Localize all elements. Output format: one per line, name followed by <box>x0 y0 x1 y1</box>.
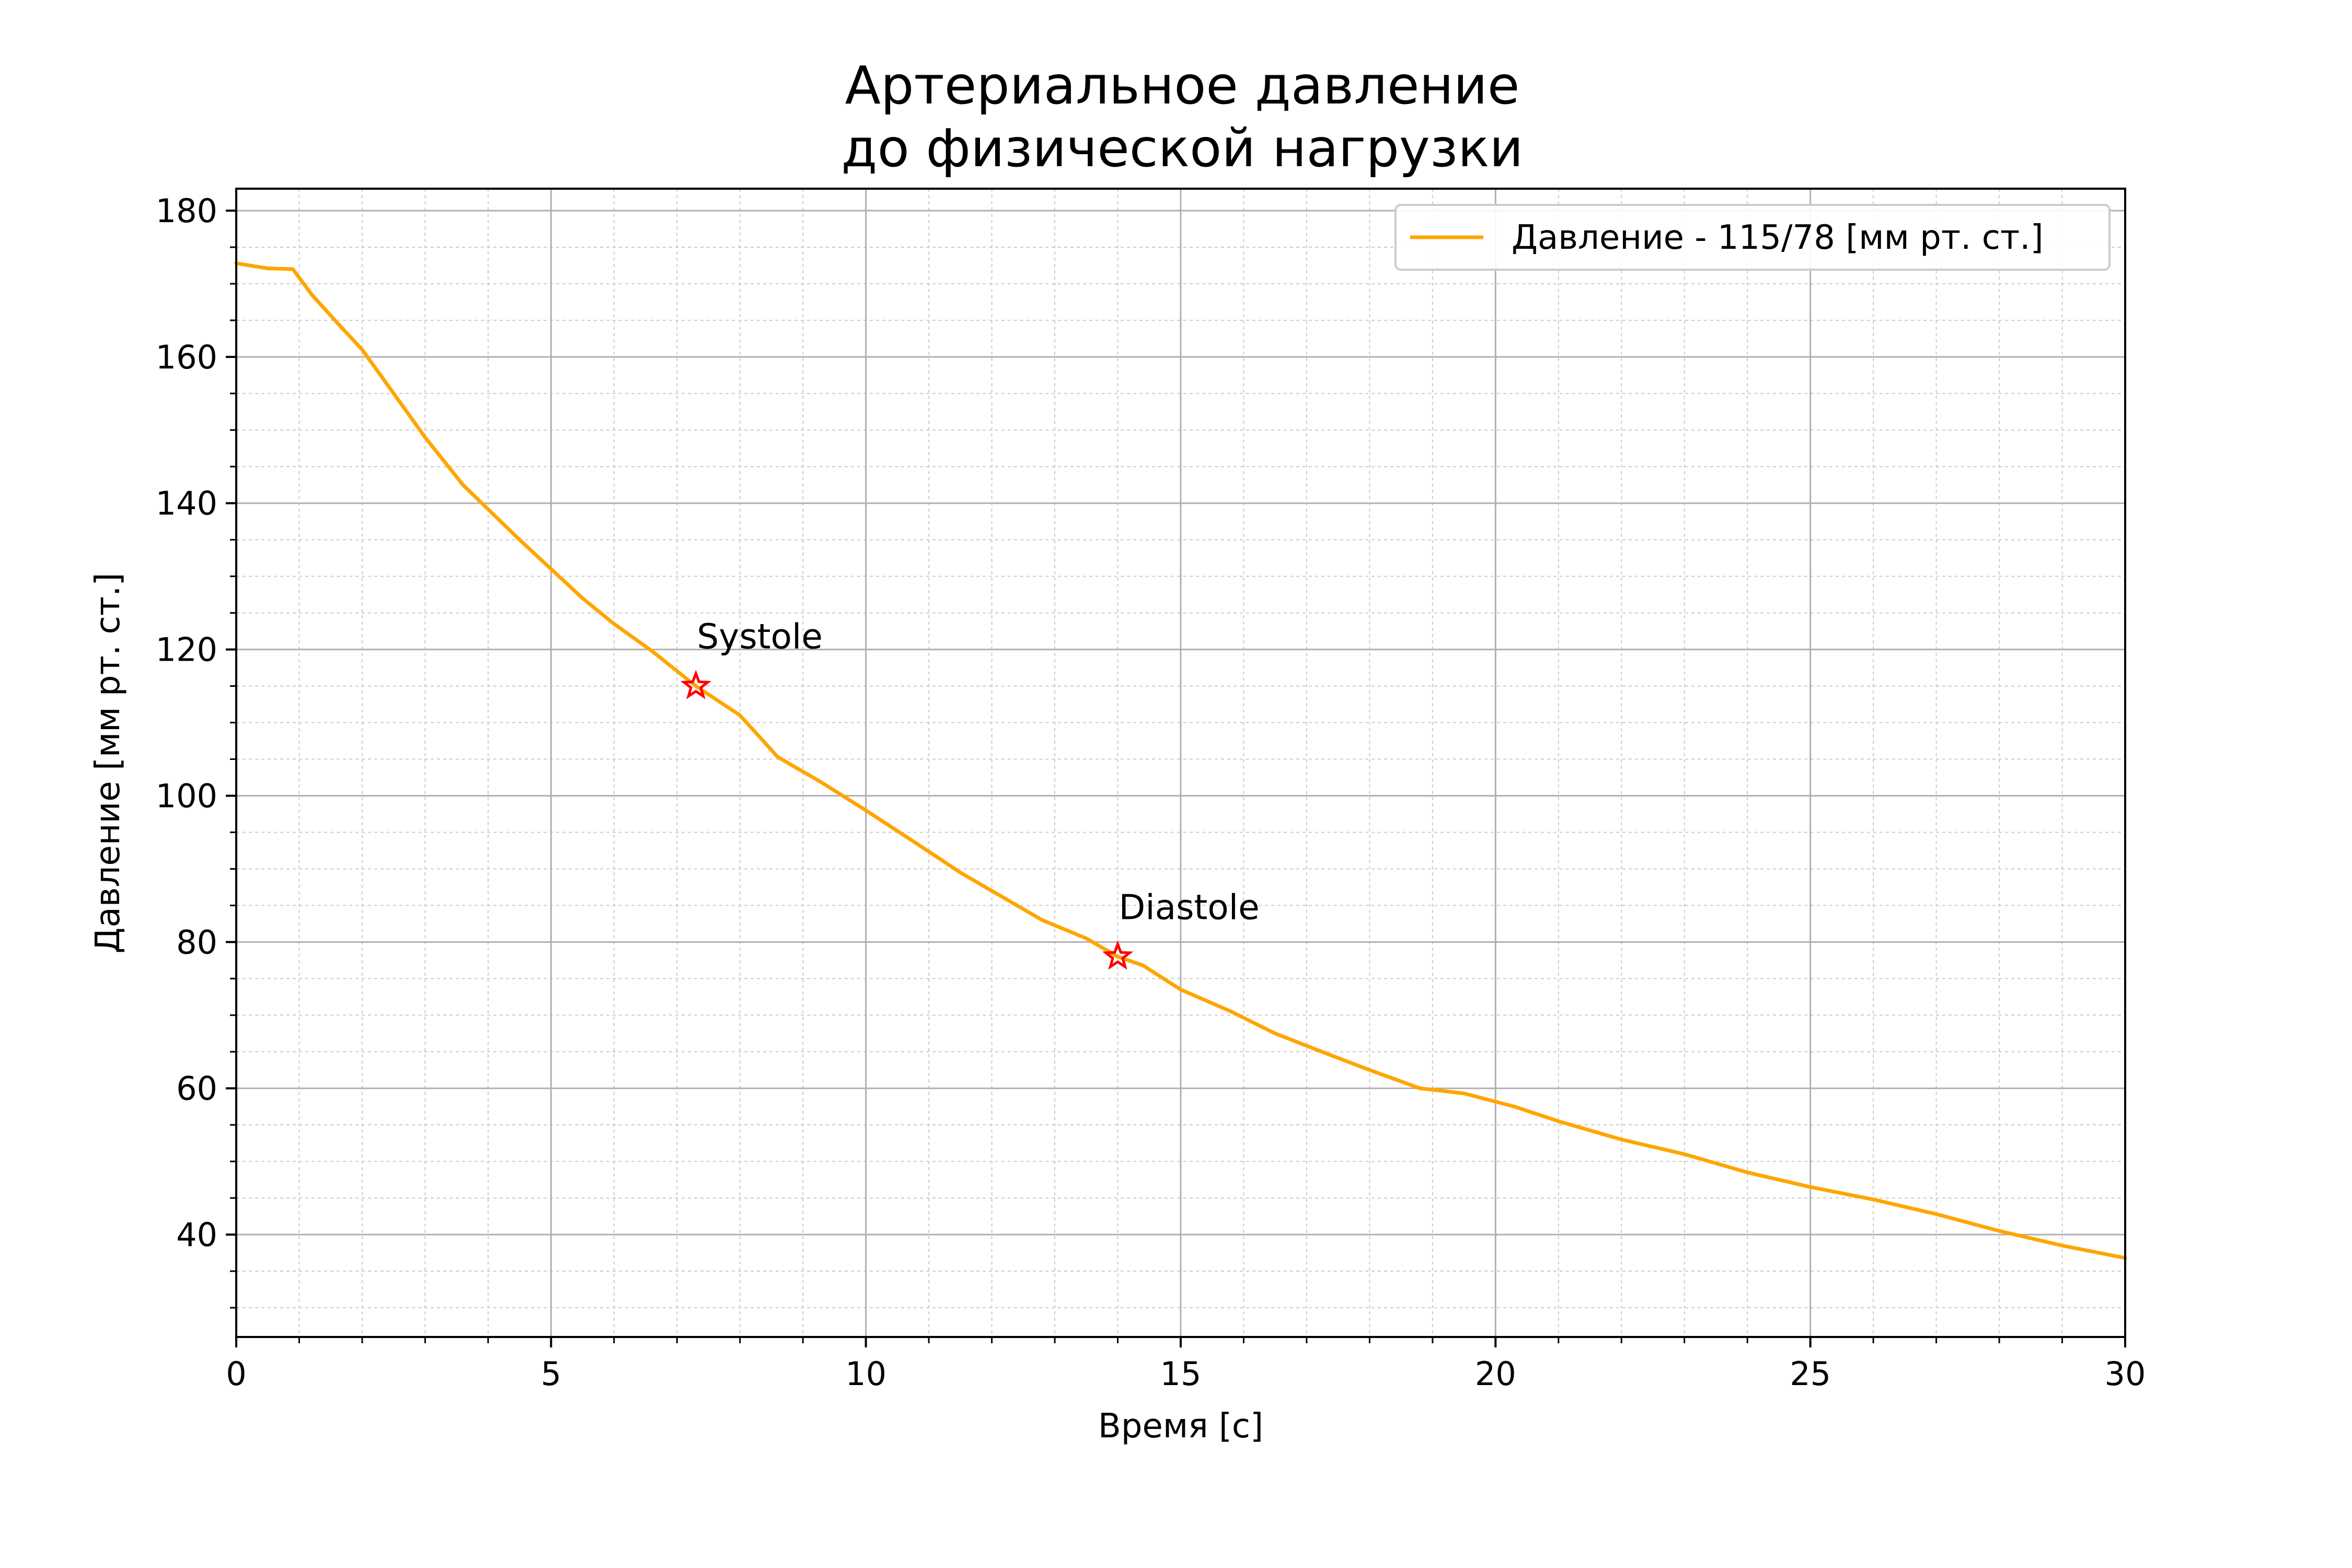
y-tick-label: 80 <box>176 923 217 961</box>
annotations: Systole Diastole <box>680 617 1260 970</box>
x-tick-label: 30 <box>2105 1355 2146 1393</box>
y-tick-label: 100 <box>156 777 217 815</box>
tick-labels: 0 5 10 15 20 25 30 40 60 80 100 120 140 160 180 <box>156 192 2146 1393</box>
y-tick-label: 40 <box>176 1216 217 1254</box>
x-axis-label: Время [с] <box>1098 1407 1263 1446</box>
x-tick-label: 10 <box>845 1355 886 1393</box>
y-tick-label: 60 <box>176 1069 217 1108</box>
annotation-marker-diastole <box>1102 940 1134 970</box>
annotation-marker-systole <box>680 670 712 699</box>
y-tick-label: 120 <box>156 631 217 669</box>
legend: Давление - 115/78 [мм рт. ст.] <box>1394 204 2111 271</box>
y-tick-label: 140 <box>156 485 217 523</box>
chart-title-line-1: Артериальное давление <box>845 55 1520 116</box>
x-tick-label: 0 <box>226 1355 246 1393</box>
y-axis-label: Давление [мм рт. ст.] <box>89 573 128 954</box>
y-tick-label: 180 <box>156 192 217 230</box>
chart-title-line-2: до физической нагрузки <box>841 118 1523 179</box>
x-tick-label: 25 <box>1790 1355 1831 1393</box>
plot-frame <box>235 188 2126 1338</box>
x-tick-label: 5 <box>541 1355 561 1393</box>
annotation-label-diastole: Diastole <box>1119 887 1260 927</box>
annotation-label-systole: Systole <box>697 617 823 657</box>
series-layer <box>234 261 2127 1260</box>
x-tick-label: 20 <box>1475 1355 1516 1393</box>
legend-box <box>1394 204 2111 271</box>
y-tick-label: 160 <box>156 338 217 376</box>
x-tick-label: 15 <box>1160 1355 1202 1393</box>
series-line <box>234 261 2127 1260</box>
legend-label: Давление - 115/78 [мм рт. ст.] <box>1512 218 2044 257</box>
